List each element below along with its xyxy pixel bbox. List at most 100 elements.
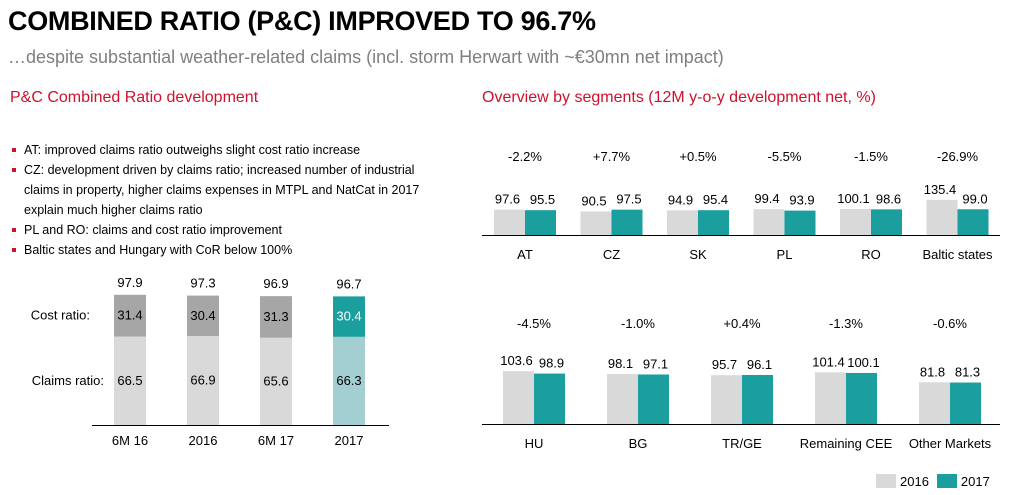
change-label: -1.3%	[829, 316, 863, 331]
change-label: +0.4%	[723, 316, 761, 331]
change-label: -4.5%	[517, 316, 551, 331]
bar-2017	[638, 374, 669, 424]
claims-ratio-bar	[260, 337, 292, 425]
cost-ratio-bar	[187, 295, 219, 337]
bar-2016	[494, 209, 525, 235]
bar-2017	[871, 209, 902, 235]
value-label-2016: 97.6	[495, 192, 520, 207]
value-label-2017: 95.4	[703, 192, 728, 207]
value-label-2017: 100.1	[847, 355, 880, 370]
bar-2016	[607, 373, 638, 424]
right-section-title: Overview by segments (12M y-o-y developm…	[482, 89, 876, 106]
claims-ratio-label: 66.3	[336, 373, 361, 388]
legend-item-2016: 2016	[876, 474, 929, 489]
legend: 2016 2017	[876, 472, 998, 490]
bar-2017	[525, 210, 556, 235]
value-label-2016: 95.7	[712, 357, 737, 372]
page-title: COMBINED RATIO (P&C) IMPROVED TO 96.7%	[8, 6, 596, 36]
bar-2017	[846, 372, 877, 424]
legend-swatch-2017	[936, 474, 957, 488]
series-label-claims: Claims ratio:	[32, 373, 104, 388]
category-label: AT	[517, 247, 533, 262]
bar-2016	[919, 382, 950, 424]
bar-2017	[534, 373, 565, 424]
cost-ratio-bar	[260, 296, 292, 338]
category-label: BG	[629, 436, 648, 451]
category-label: 6M 16	[112, 433, 148, 448]
category-label: Remaining CEE	[800, 436, 893, 451]
value-label-2016: 101.4	[812, 354, 845, 369]
page-subtitle: …despite substantial weather-related cla…	[8, 47, 724, 67]
combined-ratio-total: 97.9	[117, 275, 142, 290]
bar-2016	[503, 371, 534, 424]
bullet-item: PL and RO: claims and cost ratio improve…	[12, 220, 452, 240]
cost-ratio-label: 30.4	[336, 309, 361, 324]
bullet-item: CZ: development driven by claims ratio; …	[12, 160, 452, 220]
value-label-2016: 98.1	[608, 356, 633, 371]
bar-2017	[957, 209, 989, 235]
cost-ratio-bar	[333, 296, 365, 337]
combined-ratio-total: 96.9	[263, 276, 288, 291]
value-label-2017: 97.5	[616, 192, 641, 207]
bar-2017	[698, 210, 729, 235]
claims-ratio-bar	[114, 336, 146, 425]
value-label-2017: 98.6	[876, 191, 901, 206]
claims-ratio-label: 66.9	[190, 373, 215, 388]
claims-ratio-label: 65.6	[263, 373, 288, 388]
change-label: -2.2%	[508, 149, 542, 164]
claims-ratio-bar	[333, 336, 365, 425]
change-label: -1.5%	[854, 149, 888, 164]
bar-2016	[840, 208, 871, 235]
claims-ratio-label: 66.5	[117, 373, 142, 388]
value-label-2017: 97.1	[643, 356, 668, 371]
value-label-2016: 90.5	[581, 193, 606, 208]
value-label-2016: 81.8	[920, 364, 945, 379]
cost-ratio-label: 31.4	[117, 308, 142, 323]
value-label-2016: 103.6	[500, 353, 533, 368]
bar-2017	[742, 374, 773, 424]
combined-ratio-total: 96.7	[336, 276, 361, 291]
cost-ratio-bar	[114, 294, 146, 337]
category-label: 6M 17	[258, 433, 294, 448]
category-label: CZ	[603, 247, 620, 262]
change-label: +7.7%	[593, 149, 631, 164]
value-label-2016: 135.4	[924, 182, 957, 197]
legend-label-2017: 2017	[960, 473, 990, 489]
category-label: PL	[777, 247, 793, 262]
bar-2016	[815, 372, 846, 424]
change-label: -1.0%	[621, 316, 655, 331]
value-label-2016: 100.1	[837, 191, 870, 206]
bullet-item: AT: improved claims ratio outweighs slig…	[12, 140, 452, 160]
value-label-2017: 98.9	[539, 356, 564, 371]
legend-swatch-2016	[876, 474, 896, 488]
bar-2016	[926, 199, 958, 235]
category-label: TR/GE	[722, 436, 762, 451]
bullet-list: AT: improved claims ratio outweighs slig…	[12, 140, 452, 260]
bar-2017	[611, 209, 643, 235]
bullet-item: Baltic states and Hungary with CoR below…	[12, 240, 452, 260]
value-label-2017: 95.5	[530, 192, 555, 207]
change-label: +0.5%	[679, 149, 717, 164]
value-label-2017: 96.1	[747, 357, 772, 372]
series-label-cost: Cost ratio:	[31, 308, 90, 323]
value-label-2017: 81.3	[955, 365, 980, 380]
change-label: -5.5%	[768, 149, 802, 164]
bar-2016	[711, 375, 742, 424]
bar-2017	[950, 382, 981, 424]
bar-2017	[784, 210, 816, 235]
legend-item-2017: 2017	[936, 473, 990, 489]
combined-ratio-total: 97.3	[190, 276, 215, 291]
category-label: RO	[861, 247, 881, 262]
cost-ratio-label: 31.3	[263, 309, 288, 324]
bar-2016	[667, 210, 698, 235]
left-section-title: P&C Combined Ratio development	[10, 89, 259, 106]
category-label: SK	[689, 247, 707, 262]
claims-ratio-bar	[187, 336, 219, 425]
category-label: 2017	[335, 433, 364, 448]
legend-label-2016: 2016	[900, 473, 929, 489]
value-label-2016: 99.4	[754, 191, 779, 206]
cost-ratio-label: 30.4	[190, 308, 215, 323]
change-label: -0.6%	[933, 316, 967, 331]
category-label: HU	[525, 436, 544, 451]
